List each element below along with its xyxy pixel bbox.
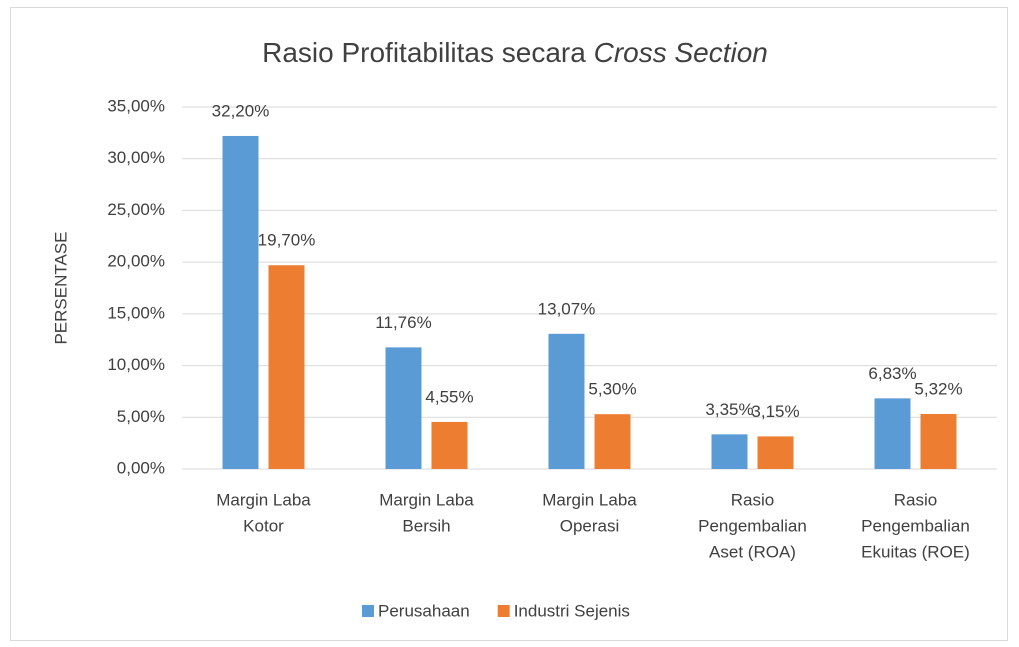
data-label: 11,76% (375, 313, 431, 332)
data-label: 13,07% (538, 299, 596, 318)
bar (874, 398, 911, 469)
bar (920, 413, 957, 469)
y-tick-label: 15,00% (107, 303, 165, 322)
y-tick-label: 35,00% (107, 96, 165, 115)
x-tick-label: Margin Laba (379, 490, 474, 509)
bar (222, 135, 259, 469)
y-tick-label: 10,00% (107, 355, 165, 374)
legend-swatch (362, 605, 374, 617)
legend-label: Industri Sejenis (514, 601, 630, 620)
y-tick-label: 0,00% (117, 458, 165, 477)
x-tick-label: Margin Laba (542, 490, 637, 509)
data-label: 4,55% (425, 387, 473, 406)
title-part: Cross Section (594, 37, 768, 68)
x-tick-label: Rasio (894, 490, 937, 509)
x-tick-label: Kotor (243, 516, 284, 535)
y-tick-label: 20,00% (107, 252, 165, 271)
data-label: 6,83% (868, 364, 916, 383)
x-tick-label: Ekuitas (ROE) (861, 542, 970, 561)
data-label: 19,70% (258, 231, 316, 250)
legend-swatch (497, 605, 510, 617)
y-tick-label: 5,00% (117, 407, 165, 426)
bar (711, 434, 748, 469)
y-tick-label: 25,00% (107, 200, 165, 219)
x-tick-label: Bersih (402, 516, 450, 535)
bar (431, 421, 468, 469)
x-tick-label: Margin Laba (216, 490, 311, 509)
x-tick-label: Operasi (560, 516, 620, 535)
x-tick-label: Aset (ROA) (709, 542, 796, 561)
bar (385, 347, 422, 469)
x-tick-label: Pengembalian (861, 516, 970, 535)
chart-border (10, 7, 1008, 641)
data-label: 3,35% (705, 400, 753, 419)
y-tick-label: 30,00% (107, 148, 165, 167)
data-label: 32,20% (212, 101, 270, 120)
title-part: Rasio Profitabilitas secara (262, 37, 593, 68)
bar (757, 436, 794, 469)
bar (548, 333, 585, 469)
data-label: 3,15% (751, 402, 799, 421)
bar (594, 414, 631, 469)
data-label: 5,30% (588, 380, 636, 399)
chart-title: Rasio Profitabilitas secara Cross Sectio… (262, 37, 768, 68)
legend-label: Perusahaan (378, 601, 470, 620)
y-axis-label: PERSENTASE (51, 231, 70, 344)
data-label: 5,32% (914, 379, 962, 398)
x-tick-label: Pengembalian (698, 516, 807, 535)
x-tick-label: Rasio (731, 490, 774, 509)
bar (268, 265, 305, 469)
